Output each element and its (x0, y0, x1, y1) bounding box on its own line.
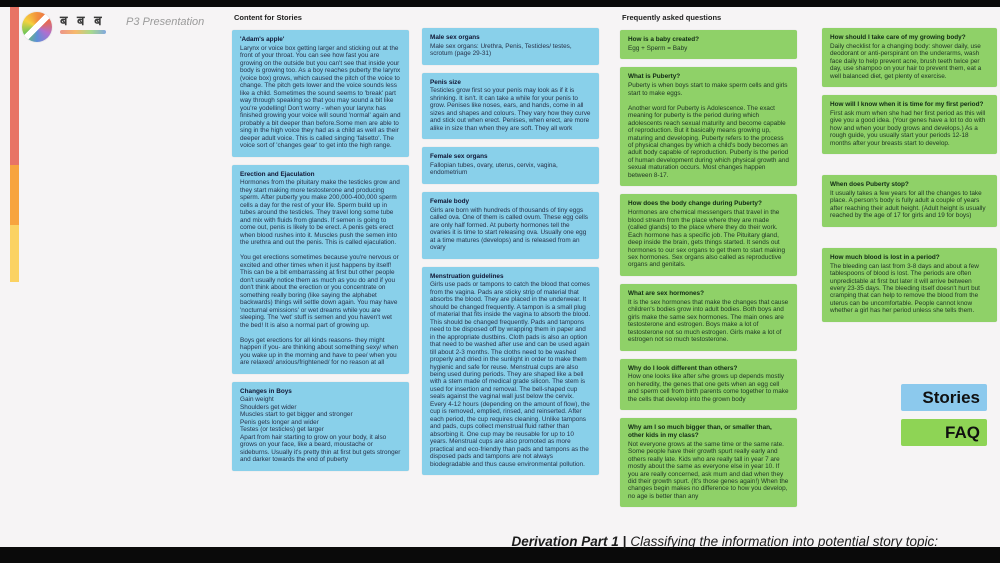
card-title: When does Puberty stop? (830, 181, 909, 189)
letterbox-bottom (0, 547, 1000, 563)
brand-logo-text: ब ब ब (60, 13, 105, 28)
card-body: Puberty is when boys start to make sperm… (628, 82, 789, 179)
faq-card-baby-created: How is a baby created? Egg + Sperm = Bab… (620, 30, 797, 60)
card-title: How does the body change during Puberty? (628, 200, 762, 208)
column-header: Content for Stories (234, 13, 302, 22)
faq-card-what-is-puberty: What is Puberty? Puberty is when boys st… (620, 67, 797, 187)
brand-header: ब ब ब P3 Presentation (22, 12, 204, 42)
story-card-penis-size: Penis size Testicles grow first so your … (422, 72, 599, 140)
caption-text: Classifying the information into potenti… (630, 534, 938, 549)
card-body: Egg + Sperm = Baby (628, 44, 688, 52)
story-card-adams-apple: 'Adam's apple' Larynx or voice box getti… (232, 30, 409, 157)
card-title: Erection and Ejaculation (240, 170, 315, 178)
slide-caption: Derivation Part 1 | Classifying the infor… (512, 534, 938, 549)
brand-tagline-decoration (60, 30, 106, 34)
stories-legend-chip: Stories (901, 384, 987, 411)
faq-legend-chip: FAQ (901, 419, 987, 446)
card-title: How will I know when it is time for my f… (830, 101, 984, 109)
story-card-female-sex-organs: Female sex organs Fallopian tubes, ovary… (422, 147, 599, 184)
card-title: Female body (430, 197, 470, 205)
faq-card-take-care-body: How should I take care of my growing bod… (822, 28, 997, 88)
column-faq: Frequently asked questions How is a baby… (620, 13, 797, 515)
brand-logo-icon (22, 12, 52, 42)
card-body: Male sex organs: Urethra, Penis, Testicl… (430, 42, 572, 58)
card-body: Girls use pads or tampons to catch the b… (430, 281, 591, 468)
faq-card-body-change-puberty: How does the body change during Puberty?… (620, 194, 797, 276)
card-title: How is a baby created? (628, 36, 700, 44)
faq-card-look-different: Why do I look different than others? How… (620, 358, 797, 411)
card-title: Why do I look different than others? (628, 364, 738, 372)
faq-card-sex-hormones: What are sex hormones? It is the sex hor… (620, 283, 797, 351)
story-card-male-sex-organs: Male sex organs Male sex organs: Urethra… (422, 28, 599, 65)
faq-card-blood-lost-period: How much blood is lost in a period? The … (822, 247, 997, 322)
card-title: How should I take care of my growing bod… (830, 34, 966, 41)
card-title: Male sex organs (430, 34, 480, 41)
faq-card-puberty-stop: When does Puberty stop? It usually takes… (822, 175, 997, 227)
card-title: Penis size (430, 78, 461, 86)
card-title: What are sex hormones? (628, 289, 704, 297)
caption-lead: Derivation Part 1 | (511, 534, 627, 549)
card-body: Girls are born with hundreds of thousand… (430, 206, 588, 252)
card-body: The bleeding can last from 3-8 days and … (830, 262, 980, 315)
card-body: Not everyone grows at the same time or t… (628, 440, 789, 500)
card-title: Why am I so much bigger than, or smaller… (628, 424, 772, 439)
card-body: It usually takes a few years for all the… (830, 189, 986, 220)
column-content-for-stories: Content for Stories 'Adam's apple' Laryn… (232, 13, 409, 479)
card-body: Fallopian tubes, ovary, uterus, cervix, … (430, 161, 558, 177)
letterbox-top (0, 0, 1000, 7)
story-card-menstruation-guidelines: Menstruation guidelines Girls use pads o… (422, 266, 599, 476)
card-title: Changes in Boys (240, 387, 292, 395)
card-body: Gain weight Shoulders get wider Muscles … (240, 396, 401, 464)
accent-strip-red (10, 7, 19, 165)
card-title: How much blood is lost in a period? (830, 253, 940, 261)
card-title: What is Puberty? (628, 73, 681, 81)
card-title: Female sex organs (430, 153, 488, 161)
story-card-female-body: Female body Girls are born with hundreds… (422, 191, 599, 259)
faq-card-first-period: How will I know when it is time for my f… (822, 95, 997, 155)
legend: Stories FAQ (901, 384, 987, 446)
presentation-title: P3 Presentation (126, 16, 205, 28)
column-stories-2: Male sex organs Male sex organs: Urethra… (422, 28, 599, 483)
card-body: Hormones are chemical messengers that tr… (628, 209, 786, 269)
column-faq-2: How should I take care of my growing bod… (822, 28, 997, 330)
brand-logotype: ब ब ब (60, 14, 106, 34)
card-body: Testicles grow first so your penis may l… (430, 87, 591, 132)
card-body: How one looks like after s/he grows up d… (628, 373, 789, 403)
card-title: 'Adam's apple' (240, 36, 285, 44)
accent-strip-yellow (10, 225, 19, 282)
faq-card-bigger-smaller: Why am I so much bigger than, or smaller… (620, 418, 797, 508)
card-body: Daily checklist for a changing body: sho… (830, 42, 982, 80)
column-header: Frequently asked questions (622, 13, 722, 22)
card-body: It is the sex hormones that make the cha… (628, 298, 789, 344)
story-card-changes-in-boys: Changes in Boys Gain weight Shoulders ge… (232, 381, 409, 471)
card-body: Larynx or voice box getting larger and s… (240, 44, 401, 150)
card-body: First ask mum when she had her first per… (830, 109, 986, 147)
card-body: Hormones from the pituitary make the tes… (240, 179, 400, 367)
story-card-erection-ejaculation: Erection and Ejaculation Hormones from t… (232, 164, 409, 374)
card-title: Menstruation guidelines (430, 272, 504, 280)
accent-strip-orange (10, 165, 19, 225)
